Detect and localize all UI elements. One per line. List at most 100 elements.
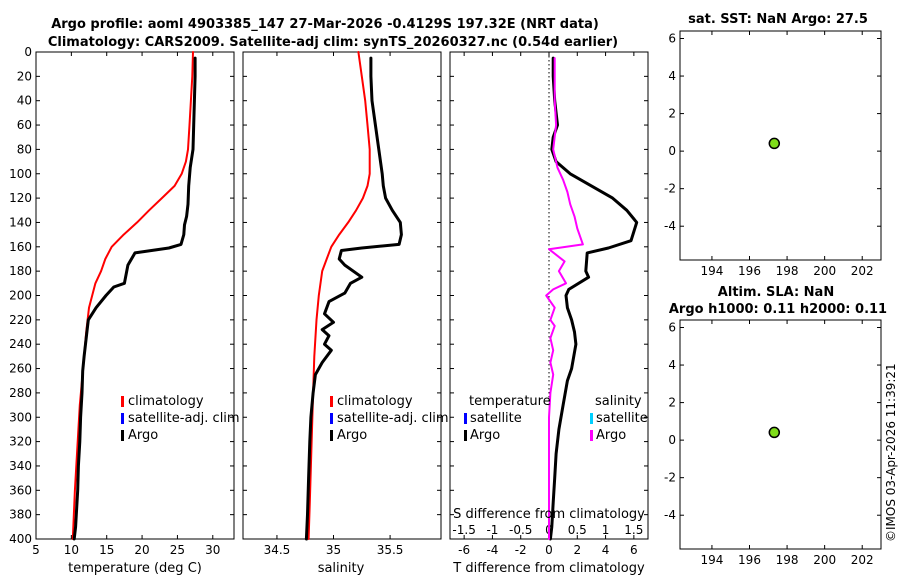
y-tick-label: 6 — [668, 321, 676, 335]
legend-s-satellite: satellite — [596, 411, 648, 426]
depth-tick-label: 340 — [9, 459, 32, 473]
legend-swatch-satellite — [121, 413, 124, 424]
depth-tick-label: 120 — [9, 191, 32, 205]
x-tick-label: 202 — [851, 553, 874, 567]
y-tick-label: 4 — [668, 358, 676, 372]
depth-tick-label: 20 — [17, 69, 32, 83]
s-difference-tick-label: 0.5 — [568, 523, 587, 537]
legend-climatology: climatology — [337, 394, 413, 409]
depth-tick-label: 60 — [17, 118, 32, 132]
s-difference-xlabel: S difference from climatology — [453, 507, 645, 522]
difference-lines — [545, 56, 639, 541]
temperature-xlabel: temperature (deg C) — [68, 561, 202, 576]
legend-swatch-s-argo — [590, 430, 593, 441]
depth-tick-label: 400 — [9, 532, 32, 546]
depth-tick-label: 220 — [9, 313, 32, 327]
sst-title: sat. SST: NaN Argo: 27.5 — [688, 12, 868, 27]
sst-panel: sat. SST: NaN Argo: 27.5 194 196 198 200 202… — [664, 12, 882, 278]
depth-tick-label: 320 — [9, 435, 32, 449]
x-tick-label: 202 — [851, 264, 874, 278]
legend-temperature-header: temperature — [469, 394, 551, 409]
depth-tick-label: 260 — [9, 362, 32, 376]
depth-tick-label: 200 — [9, 289, 32, 303]
legend-swatch-climatology — [330, 396, 333, 407]
x-tick-label: -4 — [486, 543, 498, 557]
x-tick-label: 10 — [64, 543, 79, 557]
sla-panel: Altim. SLA: NaN Argo h1000: 0.11 h2000: … — [664, 285, 887, 567]
x-tick-label: -2 — [515, 543, 527, 557]
x-tick-label: 196 — [738, 553, 761, 567]
x-tick-label: 200 — [813, 553, 836, 567]
salinity-panel: 34.5 35 35.5 salinity climatology satellit… — [242, 51, 449, 576]
title-line-2: Climatology: CARS2009. Satellite-adj cli… — [48, 35, 618, 50]
x-tick-label: 194 — [700, 264, 723, 278]
depth-tick-label: 280 — [9, 386, 32, 400]
sla-axes — [679, 319, 882, 550]
y-tick-label: -4 — [664, 219, 676, 233]
legend-t-argo: Argo — [470, 428, 500, 443]
salinity-lines — [304, 51, 403, 541]
legend-swatch-argo — [121, 430, 124, 441]
legend-s-argo: Argo — [596, 428, 626, 443]
series-argo — [72, 56, 197, 541]
legend-argo: Argo — [337, 428, 367, 443]
argo-point-marker — [768, 137, 781, 150]
sst-points — [768, 137, 781, 150]
x-tick-label: 6 — [630, 543, 638, 557]
title-line-1: Argo profile: aoml 4903385_147 27-Mar-20… — [51, 17, 599, 32]
depth-tick-label: 0 — [24, 45, 32, 59]
difference-legend: temperature satellite Argo salinity sate… — [464, 394, 648, 443]
sla-ticks: 194 196 198 200 202 6 4 2 0 -2 -4 — [664, 320, 881, 567]
depth-tick-label: 80 — [17, 142, 32, 156]
x-tick-label: 200 — [813, 264, 836, 278]
x-tick-label: 15 — [99, 543, 114, 557]
series-argo — [304, 56, 403, 541]
x-tick-label: 2 — [573, 543, 581, 557]
sst-axes — [679, 30, 882, 261]
depth-tick-label: 100 — [9, 167, 32, 181]
sla-title-line-2: Argo h1000: 0.11 h2000: 0.11 — [669, 302, 887, 317]
s-difference-tick-label: -1 — [486, 523, 498, 537]
x-tick-label: 198 — [776, 553, 799, 567]
temperature-ticks: 0 20 40 60 80 100 120 140 160 180 200 220 240 260 280 3… — [9, 45, 234, 557]
x-tick-label: 198 — [776, 264, 799, 278]
x-tick-label: -6 — [458, 543, 470, 557]
x-tick-label: 25 — [170, 543, 185, 557]
temperature-lines — [71, 51, 197, 541]
legend-swatch-satellite — [330, 413, 333, 424]
y-tick-label: -4 — [664, 508, 676, 522]
depth-tick-label: 240 — [9, 337, 32, 351]
y-tick-label: 0 — [668, 433, 676, 447]
x-tick-label: 35.5 — [377, 543, 404, 557]
argo-point-marker — [768, 426, 781, 439]
salinity-xlabel: salinity — [318, 561, 365, 576]
legend-t-satellite: satellite — [470, 411, 522, 426]
s-difference-tick-label: 1 — [602, 523, 610, 537]
difference-panel: -6 -4 -2 0 2 4 6-1.5 -1 -0.5 0 0.5 1 1.5 T differenc… — [449, 51, 649, 576]
series-argo-s-difference — [545, 57, 584, 540]
depth-tick-label: 360 — [9, 483, 32, 497]
legend-swatch-s-satellite — [590, 413, 593, 424]
sla-title-line-1: Altim. SLA: NaN — [718, 285, 834, 300]
x-tick-label: 196 — [738, 264, 761, 278]
x-tick-label: 5 — [32, 543, 40, 557]
temperature-axes — [35, 51, 235, 540]
depth-tick-label: 160 — [9, 240, 32, 254]
y-tick-label: -2 — [664, 471, 676, 485]
sla-points — [768, 426, 781, 439]
legend-swatch-t-argo — [464, 430, 467, 441]
x-tick-label: 20 — [134, 543, 149, 557]
x-tick-label: 30 — [205, 543, 220, 557]
x-tick-label: 4 — [602, 543, 610, 557]
depth-tick-label: 380 — [9, 508, 32, 522]
depth-tick-label: 300 — [9, 410, 32, 424]
legend-argo: Argo — [128, 428, 158, 443]
depth-tick-label: 140 — [9, 215, 32, 229]
y-tick-label: 2 — [668, 396, 676, 410]
legend-swatch-t-satellite — [464, 413, 467, 424]
legend-swatch-climatology — [121, 396, 124, 407]
t-difference-xlabel: T difference from climatology — [452, 561, 645, 576]
legend-climatology: climatology — [128, 394, 204, 409]
legend-swatch-argo — [330, 430, 333, 441]
